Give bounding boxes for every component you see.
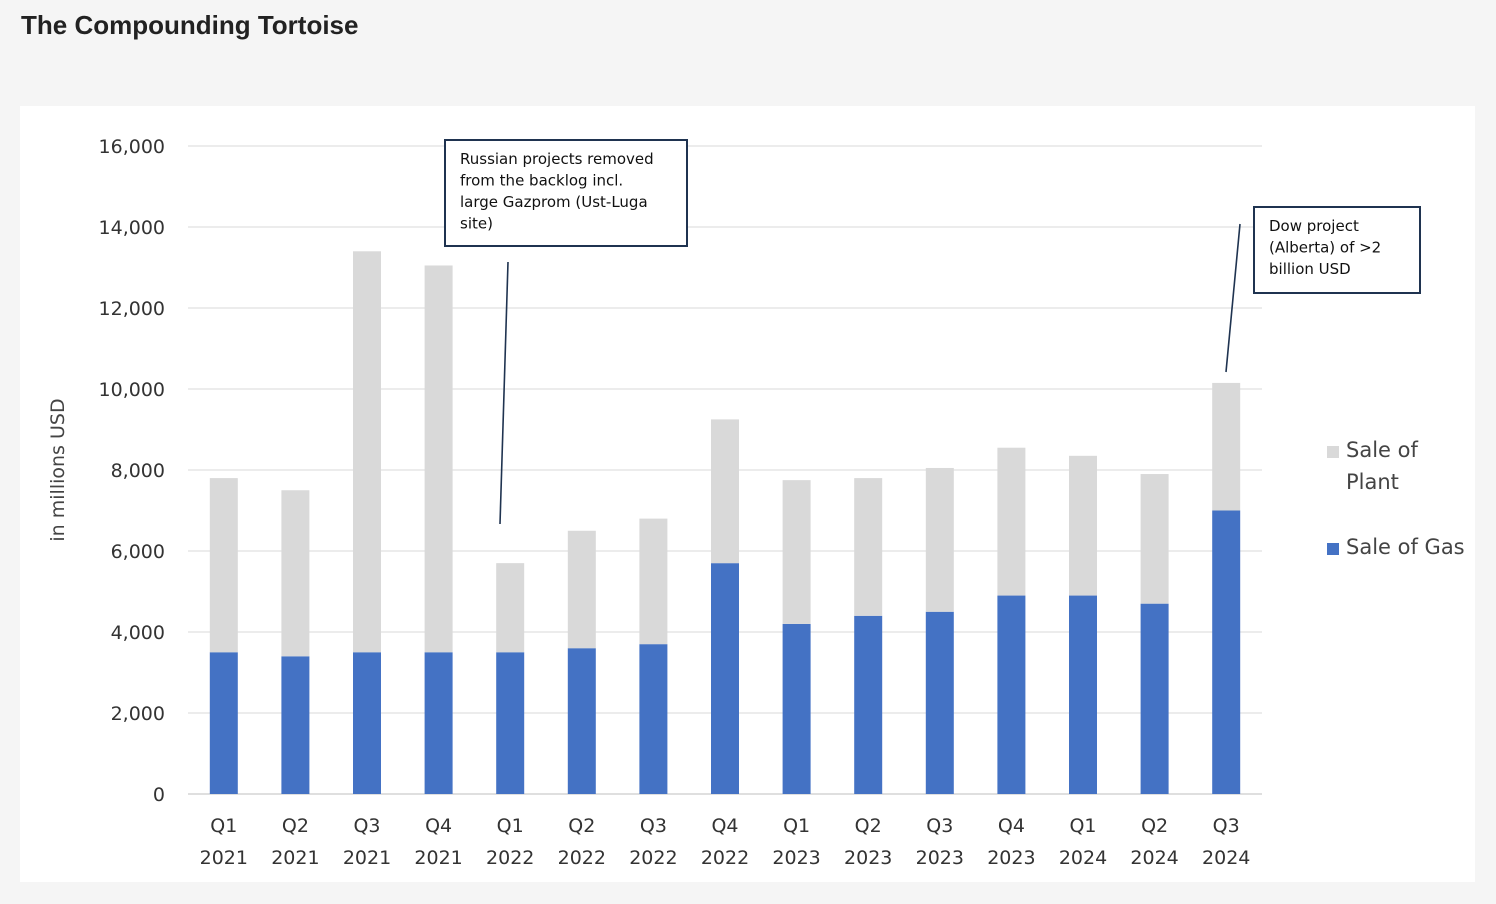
x-tick-year: 2024: [1059, 847, 1107, 869]
bar-plant-12: [1069, 455, 1097, 596]
x-tick-year: 2022: [701, 847, 749, 869]
x-tick-year: 2022: [486, 847, 534, 869]
x-tick-year: 2021: [343, 847, 391, 869]
x-tick-year: 2023: [987, 847, 1035, 869]
y-tick-label: 4,000: [111, 622, 165, 644]
x-tick-year: 2024: [1202, 847, 1250, 869]
x-tick-quarter: Q1: [1069, 815, 1096, 837]
x-tick-quarter: Q3: [640, 815, 667, 837]
y-tick-label: 14,000: [99, 217, 165, 239]
legend-label: Plant: [1346, 470, 1399, 494]
x-tick-year: 2021: [271, 847, 319, 869]
bar-gas-1: [281, 656, 310, 794]
y-tick-label: 2,000: [111, 703, 165, 725]
bar-gas-5: [567, 648, 596, 794]
bar-plant-7: [711, 419, 739, 564]
bar-gas-11: [997, 595, 1026, 794]
x-tick-quarter: Q2: [1141, 815, 1168, 837]
bar-gas-6: [639, 644, 668, 794]
x-tick-quarter: Q2: [282, 815, 309, 837]
bar-plant-9: [854, 478, 883, 616]
bar-gas-2: [353, 652, 381, 794]
annotation-text: large Gazprom (Ust-Luga: [460, 193, 648, 211]
stacked-bar-chart: 0 2,000 4,000 6,000 8,000 10,000 12,000 14,000 1…: [47, 136, 1465, 869]
x-tick-quarter: Q1: [497, 815, 524, 837]
bar-gas-13: [1140, 603, 1169, 794]
bar-plant-2: [353, 251, 381, 653]
bar-plant-14: [1212, 382, 1241, 511]
annotation-box: [444, 139, 688, 247]
bar-gas-14: [1212, 510, 1241, 794]
annotation-leader-line: [499, 261, 509, 525]
x-tick-quarter: Q3: [353, 815, 380, 837]
annotation-box: [1253, 206, 1421, 294]
bar-plant-4: [496, 563, 525, 653]
x-tick-quarter: Q2: [568, 815, 595, 837]
x-tick-year: 2022: [629, 847, 677, 869]
x-tick-quarter: Q4: [425, 815, 452, 837]
bar-plant-13: [1140, 474, 1169, 604]
bar-gas-10: [925, 611, 954, 794]
y-tick-label: 12,000: [99, 298, 165, 320]
bar-plant-8: [782, 480, 811, 624]
x-tick-quarter: Q4: [711, 815, 738, 837]
annotation-leader-line: [1225, 223, 1241, 373]
chart-panel: 0 2,000 4,000 6,000 8,000 10,000 12,000 14,000 1…: [20, 106, 1475, 882]
annotation-text: (Alberta) of >2: [1269, 239, 1381, 257]
bar-gas-7: [711, 563, 739, 794]
bar-gas-9: [854, 615, 883, 794]
bar-gas-0: [209, 652, 238, 794]
x-tick-year: 2024: [1130, 847, 1178, 869]
bar-plant-0: [209, 478, 238, 653]
y-tick-label: 16,000: [99, 136, 165, 158]
x-tick-year: 2022: [558, 847, 606, 869]
x-tick-quarter: Q1: [210, 815, 237, 837]
legend-label: Sale of Gas: [1346, 535, 1465, 559]
page-title: The Compounding Tortoise: [21, 10, 359, 40]
annotation-text: Dow project: [1269, 217, 1359, 235]
annotation-text: site): [460, 215, 493, 233]
x-tick-quarter: Q3: [926, 815, 953, 837]
x-tick-quarter: Q3: [1213, 815, 1240, 837]
x-tick-year: 2023: [772, 847, 820, 869]
x-tick-quarter: Q4: [998, 815, 1025, 837]
y-tick-label: 6,000: [111, 541, 165, 563]
bar-gas-8: [782, 623, 811, 794]
y-tick-label: 10,000: [99, 379, 165, 401]
bar-gas-12: [1069, 595, 1097, 794]
bar-plant-10: [925, 467, 954, 612]
bar-plant-5: [567, 530, 596, 649]
bar-plant-11: [997, 447, 1026, 596]
x-tick-quarter: Q1: [783, 815, 810, 837]
x-tick-quarter: Q2: [855, 815, 882, 837]
y-tick-label: 0: [153, 784, 165, 806]
x-tick-year: 2021: [200, 847, 248, 869]
x-tick-year: 2023: [844, 847, 892, 869]
bar-plant-6: [639, 518, 668, 645]
bar-gas-4: [496, 652, 525, 794]
legend-swatch-gas: [1327, 543, 1339, 555]
x-tick-year: 2023: [916, 847, 964, 869]
legend-swatch-plant: [1327, 446, 1339, 458]
legend-label: Sale of: [1346, 438, 1418, 462]
annotation-text: Russian projects removed: [460, 150, 654, 168]
bar-plant-1: [281, 490, 310, 657]
y-tick-label: 8,000: [111, 460, 165, 482]
y-axis-label: in millions USD: [47, 398, 69, 541]
annotation-text: billion USD: [1269, 260, 1351, 278]
x-tick-year: 2021: [414, 847, 462, 869]
bar-plant-3: [424, 265, 453, 653]
annotation-text: from the backlog incl.: [460, 172, 623, 190]
bar-gas-3: [424, 652, 453, 794]
